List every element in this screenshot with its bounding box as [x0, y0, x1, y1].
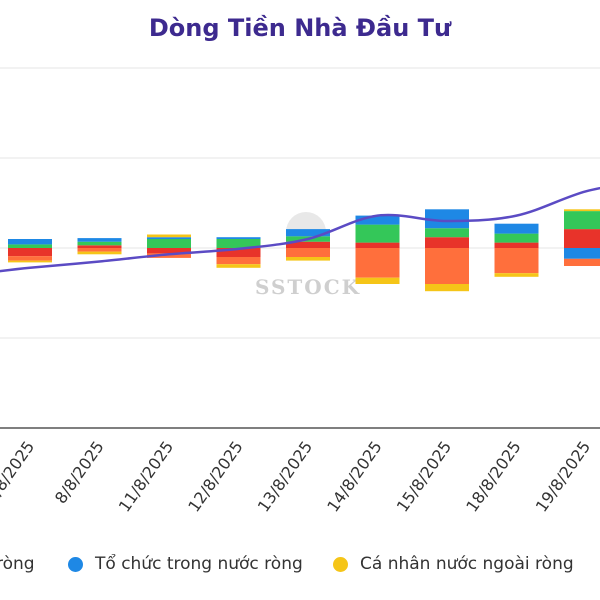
bar-segment [147, 234, 191, 238]
x-tick-label: 13/8/2025 [254, 437, 317, 515]
legend-item-foreign-individual[interactable]: Cá nhân nước ngoài ròng [333, 554, 574, 574]
x-tick-label: 7/8/2025 [0, 437, 38, 507]
bar-segment [8, 256, 52, 261]
legend-label-domestic-institution: Tổ chức trong nước ròng [95, 554, 303, 574]
legend-item-domestic-institution[interactable]: Tổ chức trong nước ròng [68, 554, 303, 574]
bar-segment [355, 248, 400, 278]
x-tick-label: 14/8/2025 [323, 437, 386, 515]
bar-segment [494, 273, 539, 277]
bar-segment [355, 242, 400, 248]
bar-segment [494, 223, 539, 234]
chart-title: Dòng Tiền Nhà Đầu Tư [148, 14, 452, 42]
bar-segment [494, 242, 539, 248]
bar-segment [425, 284, 469, 292]
legend-swatch-domestic-institution [68, 556, 83, 572]
bar-segment [8, 244, 52, 248]
bar-segment [564, 229, 600, 248]
bar-segment [286, 229, 330, 237]
bar-segment [216, 248, 261, 257]
x-tick-label: 12/8/2025 [184, 437, 247, 515]
bar-segment [425, 237, 469, 248]
x-tick-label: 8/8/2025 [51, 437, 108, 507]
bar-segment [147, 248, 191, 254]
bar-segment [564, 209, 600, 212]
bar-segment [77, 248, 122, 252]
bar-segment [564, 258, 600, 266]
legend-item-domestic-individual[interactable]: ròng [0, 554, 35, 574]
bar-segment [494, 233, 539, 243]
bar-segment [147, 237, 191, 239]
bar-segment [216, 264, 261, 268]
chart-legend: ròng Tổ chức trong nước ròng Cá nhân nướ… [0, 554, 600, 582]
bar-segment [8, 239, 52, 245]
x-tick-label: 19/8/2025 [532, 437, 595, 515]
bar-segment [286, 241, 330, 248]
legend-label-domestic-individual: ròng [0, 554, 35, 574]
legend-label-foreign-individual: Cá nhân nước ngoài ròng [360, 554, 574, 574]
bar-segment [216, 237, 261, 239]
bar-segment [425, 228, 469, 238]
legend-swatch-foreign-individual [333, 556, 348, 572]
bar-segment [77, 251, 122, 255]
bar-segment [147, 253, 191, 258]
bar-segment [216, 257, 261, 265]
bar-segment [286, 248, 330, 257]
bar-segment [147, 239, 191, 248]
bar-segment [77, 245, 122, 248]
bar-segment [355, 215, 400, 225]
bar-segment [8, 248, 52, 257]
bar-segment [564, 211, 600, 230]
bar-segment [564, 248, 600, 259]
bar-segment [355, 277, 400, 284]
bar-segment [425, 209, 469, 229]
series-line-cumulative [0, 186, 600, 273]
bar-segment [286, 257, 330, 261]
bar-segment [77, 238, 122, 242]
x-tick-label: 15/8/2025 [393, 437, 456, 515]
x-tick-label: 11/8/2025 [115, 437, 178, 515]
bar-segment [425, 248, 469, 284]
bar-segment [216, 239, 261, 248]
bar-segment [494, 248, 539, 274]
x-tick-label: 18/8/2025 [462, 437, 525, 515]
bar-segment [77, 241, 122, 246]
bar-segment [355, 224, 400, 243]
watermark-text: SSTOCK [255, 275, 361, 299]
bar-segment [8, 260, 52, 263]
